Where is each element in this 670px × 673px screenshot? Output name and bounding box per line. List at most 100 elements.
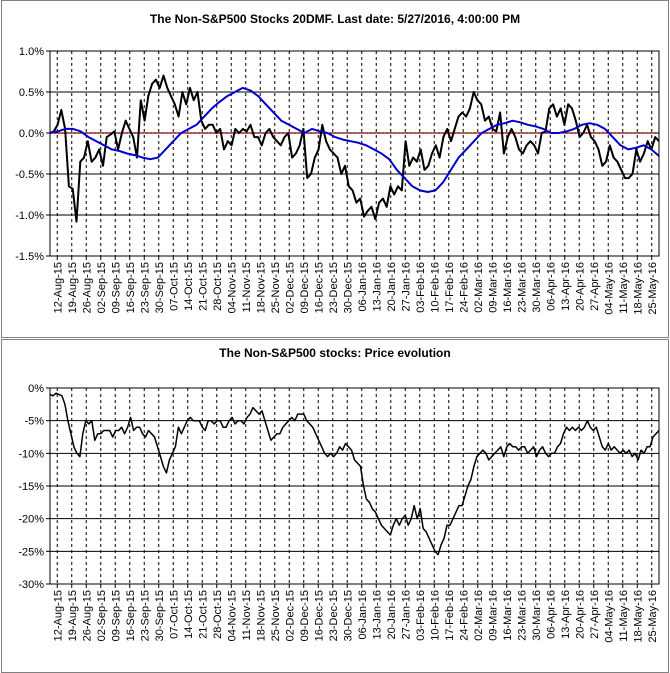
x-tick-label: 02-Sep-15 xyxy=(96,262,108,313)
x-tick-label: 04-May-16 xyxy=(603,262,615,315)
x-tick-label: 02-Sep-15 xyxy=(96,590,108,641)
x-tick-label: 09-Sep-15 xyxy=(110,590,122,641)
x-tick-label: 11-Nov-15 xyxy=(241,262,253,313)
x-tick-label: 09-Mar-16 xyxy=(487,590,499,641)
x-tick-label: 14-Oct-15 xyxy=(183,590,195,639)
y-tick-label: -15% xyxy=(18,481,44,493)
x-tick-label: 25-Nov-15 xyxy=(270,262,282,313)
x-tick-label: 10-Feb-16 xyxy=(429,262,441,313)
x-tick-label: 23-Dec-15 xyxy=(328,262,340,313)
x-tick-label: 20-Jan-16 xyxy=(386,590,398,640)
x-tick-label: 30-Mar-16 xyxy=(531,262,543,313)
y-tick-label: -10% xyxy=(18,448,44,460)
x-tick-label: 12-Aug-15 xyxy=(52,590,64,641)
x-tick-label: 03-Feb-16 xyxy=(415,590,427,641)
x-tick-label: 06-Apr-16 xyxy=(545,590,557,639)
x-tick-label: 21-Oct-15 xyxy=(197,590,209,639)
x-tick-label: 18-May-16 xyxy=(632,262,644,315)
x-tick-label: 16-Dec-15 xyxy=(313,262,325,313)
x-tick-label: 09-Mar-16 xyxy=(487,262,499,313)
x-tick-label: 04-May-16 xyxy=(603,590,615,643)
x-tick-label: 19-Aug-15 xyxy=(67,262,79,313)
y-tick-label: 0.0% xyxy=(19,128,44,140)
x-tick-label: 06-Jan-16 xyxy=(357,262,369,312)
y-tick-label: 1.0% xyxy=(19,46,44,58)
x-tick-label: 18-Nov-15 xyxy=(255,590,267,641)
chart-plot-price-evolution: 0% -5% -10% -15% -20% -25% -30% 12-Aug-15 19-Aug… xyxy=(18,383,660,643)
series-line-average xyxy=(49,86,660,193)
y-tick-label: 0% xyxy=(28,383,44,395)
x-tick-label: 25-May-16 xyxy=(647,590,659,643)
x-tick-label: 09-Sep-15 xyxy=(110,262,122,313)
x-tick-label: 24-Feb-16 xyxy=(458,590,470,641)
series-line-daily xyxy=(49,74,660,223)
x-tick-label: 30-Dec-15 xyxy=(342,262,354,313)
x-tick-label: 04-Nov-15 xyxy=(226,262,238,313)
x-tick-label: 18-Nov-15 xyxy=(255,262,267,313)
x-tick-label: 16-Mar-16 xyxy=(502,262,514,313)
x-tick-label: 23-Sep-15 xyxy=(139,590,151,641)
plot-border xyxy=(49,387,660,585)
x-tick-label: 19-Aug-15 xyxy=(67,590,79,641)
x-tick-label: 26-Aug-15 xyxy=(81,262,93,313)
x-tick-label: 18-May-16 xyxy=(632,590,644,643)
x-tick-label: 17-Feb-16 xyxy=(444,590,456,641)
x-tick-label: 25-May-16 xyxy=(647,262,659,315)
x-tick-label: 30-Mar-16 xyxy=(531,590,543,641)
x-tick-label: 28-Oct-15 xyxy=(212,262,224,311)
x-tick-label: 23-Mar-16 xyxy=(516,262,528,313)
x-tick-label: 14-Oct-15 xyxy=(183,262,195,311)
x-tick-label: 23-Sep-15 xyxy=(139,262,151,313)
x-tick-label: 24-Feb-16 xyxy=(458,262,470,313)
x-tick-label: 16-Sep-15 xyxy=(125,590,137,641)
x-tick-label: 23-Mar-16 xyxy=(516,590,528,641)
x-tick-label: 30-Sep-15 xyxy=(154,262,166,313)
x-tick-label: 20-Apr-16 xyxy=(574,590,586,639)
x-tick-label: 06-Apr-16 xyxy=(545,262,557,311)
x-tick-label: 23-Dec-15 xyxy=(328,590,340,641)
y-tick-label: -5% xyxy=(24,416,44,428)
x-tick-label: 02-Mar-16 xyxy=(473,590,485,641)
x-tick-label: 11-May-16 xyxy=(618,262,630,314)
chart-title: The Non-S&P500 stocks: Price evolution xyxy=(219,346,451,360)
x-tick-label: 12-Aug-15 xyxy=(52,262,64,313)
x-tick-label: 30-Sep-15 xyxy=(154,590,166,641)
x-tick-label: 20-Apr-16 xyxy=(574,262,586,311)
x-tick-label: 06-Jan-16 xyxy=(357,590,369,640)
y-tick-label: 0.5% xyxy=(19,87,44,99)
x-tick-label: 13-Apr-16 xyxy=(560,590,572,639)
x-tick-label: 27-Jan-16 xyxy=(400,262,412,312)
y-tick-label: -1.5% xyxy=(15,251,44,263)
x-tick-label: 02-Mar-16 xyxy=(473,262,485,313)
x-tick-label: 13-Apr-16 xyxy=(560,262,572,311)
chart-title: The Non-S&P500 Stocks 20DMF. Last date: … xyxy=(149,12,521,26)
x-tick-label: 13-Jan-16 xyxy=(371,262,383,312)
y-tick-label: -30% xyxy=(18,579,44,591)
x-tick-label: 02-Dec-15 xyxy=(284,590,296,641)
x-tick-label: 21-Oct-15 xyxy=(197,262,209,311)
y-tick-label: -0.5% xyxy=(15,169,44,181)
x-tick-label: 25-Nov-15 xyxy=(270,590,282,641)
x-tick-label: 10-Feb-16 xyxy=(429,590,441,641)
x-tick-label: 30-Dec-15 xyxy=(342,590,354,641)
series-line-price xyxy=(49,392,660,556)
x-tick-label: 07-Oct-15 xyxy=(168,590,180,639)
x-tick-label: 03-Feb-16 xyxy=(415,262,427,313)
y-tick-label: -25% xyxy=(18,546,44,558)
x-tick-label: 27-Apr-16 xyxy=(589,590,601,639)
x-tick-label: 11-Nov-15 xyxy=(241,590,253,641)
x-tick-label: 17-Feb-16 xyxy=(444,262,456,313)
x-tick-label: 27-Apr-16 xyxy=(589,262,601,311)
x-tick-label: 09-Dec-15 xyxy=(299,262,311,313)
chart-plot-20dmf: 1.0% 0.5% 0.0% -0.5% -1.0% -1.5% 12-Aug-15 19-A… xyxy=(15,46,660,315)
chart-frame xyxy=(1,0,669,338)
x-tick-label: 16-Mar-16 xyxy=(502,590,514,641)
x-tick-label: 04-Nov-15 xyxy=(226,590,238,641)
x-tick-label: 16-Sep-15 xyxy=(125,262,137,313)
plot-area xyxy=(49,50,660,257)
x-tick-label: 26-Aug-15 xyxy=(81,590,93,641)
chart-panel-20dmf: The Non-S&P500 Stocks 20DMF. Last date: … xyxy=(1,0,669,338)
x-tick-label: 02-Dec-15 xyxy=(284,262,296,313)
chart-panel-price-evolution: The Non-S&P500 stocks: Price evolution 0… xyxy=(0,338,670,673)
